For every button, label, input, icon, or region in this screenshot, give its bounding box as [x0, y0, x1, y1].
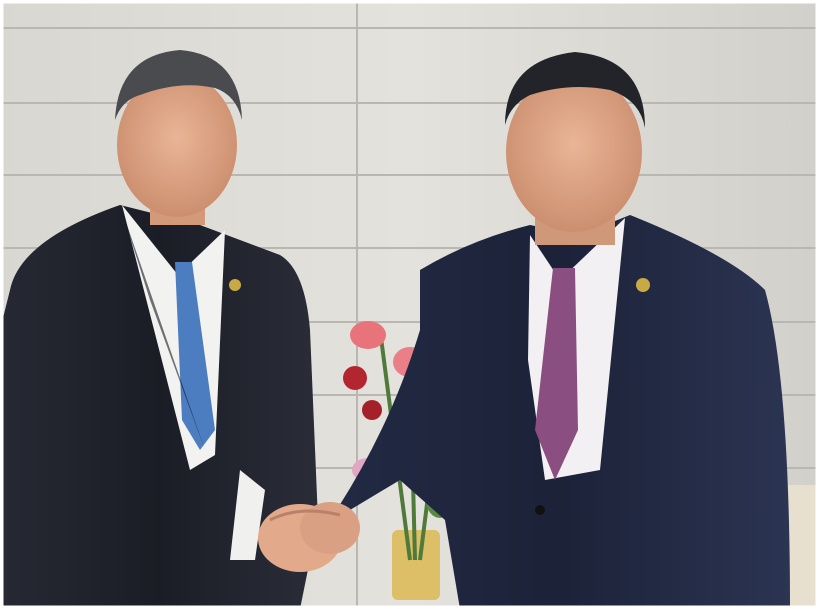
handshake — [258, 502, 360, 572]
person-left — [0, 50, 318, 609]
person-right — [330, 52, 790, 609]
